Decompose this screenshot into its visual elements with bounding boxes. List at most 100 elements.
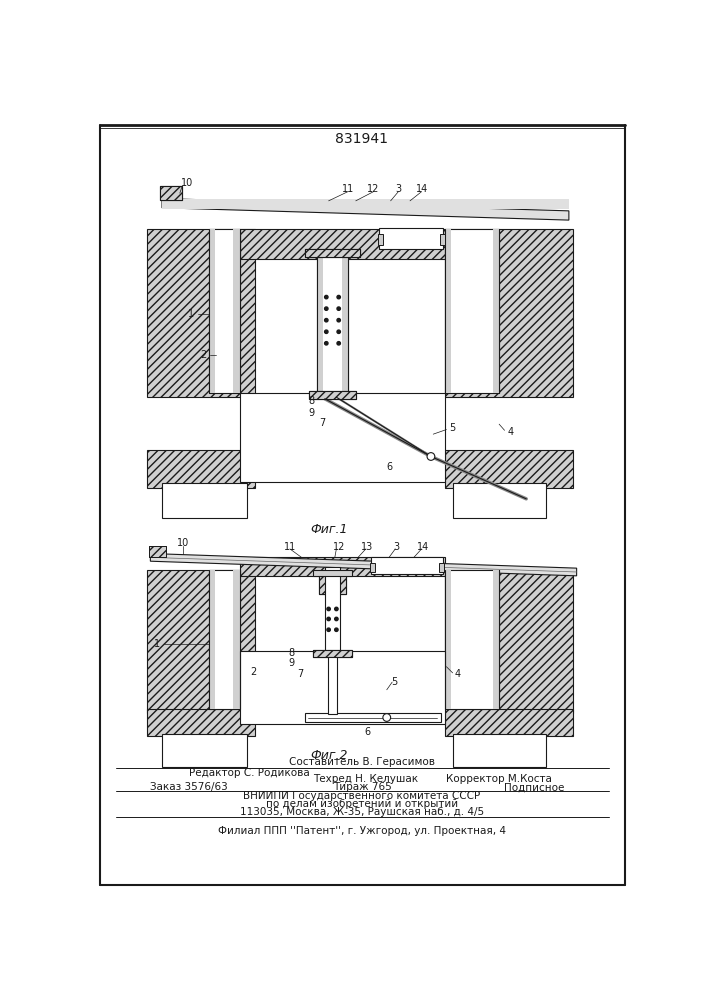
- Bar: [149, 546, 166, 557]
- Bar: [370, 563, 375, 572]
- Text: 12: 12: [368, 184, 380, 194]
- Text: 2: 2: [250, 667, 257, 677]
- Polygon shape: [162, 199, 569, 220]
- Bar: [378, 234, 383, 245]
- Bar: [146, 709, 255, 736]
- Bar: [305, 249, 360, 257]
- Circle shape: [337, 307, 340, 310]
- Text: Составитель В. Герасимов: Составитель В. Герасимов: [289, 757, 435, 767]
- Text: 14: 14: [416, 184, 428, 194]
- Text: Редактор С. Родикова: Редактор С. Родикова: [189, 768, 310, 778]
- Bar: [445, 229, 451, 393]
- Circle shape: [334, 617, 338, 621]
- Bar: [146, 229, 255, 397]
- Text: 4: 4: [508, 427, 514, 437]
- Bar: [240, 229, 445, 259]
- Text: 11: 11: [284, 542, 296, 552]
- Text: 1: 1: [187, 309, 194, 319]
- Text: ВНИИПИ Государственного комитета СССР: ВНИИПИ Государственного комитета СССР: [243, 791, 481, 801]
- Text: 6: 6: [386, 462, 392, 472]
- Circle shape: [427, 453, 435, 460]
- Bar: [162, 199, 569, 209]
- Bar: [317, 251, 323, 393]
- Circle shape: [337, 330, 340, 333]
- Circle shape: [334, 628, 338, 631]
- Bar: [305, 713, 441, 722]
- Circle shape: [325, 330, 328, 333]
- Bar: [240, 557, 445, 576]
- Bar: [209, 229, 215, 393]
- Text: Техред Н. Келушак: Техред Н. Келушак: [313, 774, 419, 784]
- Bar: [445, 450, 573, 488]
- Circle shape: [337, 319, 340, 322]
- Text: 7: 7: [320, 418, 325, 428]
- Bar: [317, 251, 348, 393]
- Circle shape: [325, 307, 328, 310]
- Text: 6: 6: [364, 727, 370, 737]
- Bar: [341, 251, 348, 393]
- Bar: [320, 572, 346, 594]
- Bar: [493, 229, 499, 393]
- Bar: [320, 572, 346, 594]
- Bar: [445, 229, 499, 393]
- Circle shape: [334, 607, 338, 611]
- Bar: [445, 709, 573, 736]
- Bar: [445, 229, 573, 397]
- Circle shape: [327, 617, 330, 621]
- Bar: [209, 229, 240, 393]
- Bar: [309, 391, 356, 399]
- Text: 8: 8: [308, 396, 315, 406]
- Bar: [146, 450, 255, 488]
- Text: 1: 1: [153, 639, 160, 649]
- Bar: [305, 249, 360, 257]
- Circle shape: [383, 714, 391, 721]
- Bar: [313, 650, 352, 657]
- Text: Тираж 765: Тираж 765: [332, 782, 392, 792]
- Text: 9: 9: [288, 658, 295, 668]
- Text: Фиг.2: Фиг.2: [310, 749, 347, 762]
- Bar: [452, 483, 546, 518]
- Bar: [328, 657, 337, 714]
- Circle shape: [327, 628, 330, 631]
- Bar: [233, 229, 240, 393]
- Text: 3: 3: [395, 184, 402, 194]
- Circle shape: [337, 342, 340, 345]
- Bar: [493, 570, 499, 709]
- Bar: [309, 391, 356, 399]
- Text: 5: 5: [450, 423, 456, 433]
- Bar: [146, 570, 255, 713]
- Text: 113035, Москва, Ж-35, Раушская наб., д. 4/5: 113035, Москва, Ж-35, Раушская наб., д. …: [240, 807, 484, 817]
- Text: 9: 9: [308, 408, 315, 418]
- Text: Фиг.1: Фиг.1: [310, 523, 347, 536]
- Text: 831941: 831941: [335, 132, 388, 146]
- Text: 11: 11: [342, 184, 354, 194]
- Text: 13: 13: [361, 542, 373, 552]
- Circle shape: [325, 295, 328, 299]
- Bar: [160, 186, 182, 200]
- Text: 3: 3: [394, 542, 400, 552]
- Bar: [160, 186, 182, 200]
- Bar: [379, 228, 443, 249]
- Bar: [440, 563, 444, 572]
- Circle shape: [325, 319, 328, 322]
- Bar: [371, 557, 443, 574]
- Text: 8: 8: [288, 648, 295, 658]
- Bar: [445, 570, 573, 713]
- Bar: [162, 734, 247, 767]
- Text: 10: 10: [177, 538, 189, 548]
- Text: 12: 12: [332, 542, 345, 552]
- Bar: [440, 234, 445, 245]
- Bar: [209, 570, 215, 709]
- Bar: [162, 483, 247, 518]
- Circle shape: [325, 342, 328, 345]
- Polygon shape: [151, 554, 577, 576]
- Bar: [209, 570, 240, 709]
- Text: 7: 7: [297, 669, 303, 679]
- Bar: [445, 570, 499, 709]
- Bar: [240, 393, 445, 482]
- Text: Заказ 3576/63: Заказ 3576/63: [151, 782, 228, 792]
- Bar: [452, 734, 546, 767]
- Text: 4: 4: [455, 669, 461, 679]
- Text: Подписное: Подписное: [504, 782, 564, 792]
- Text: Корректор М.Коста: Корректор М.Коста: [446, 774, 552, 784]
